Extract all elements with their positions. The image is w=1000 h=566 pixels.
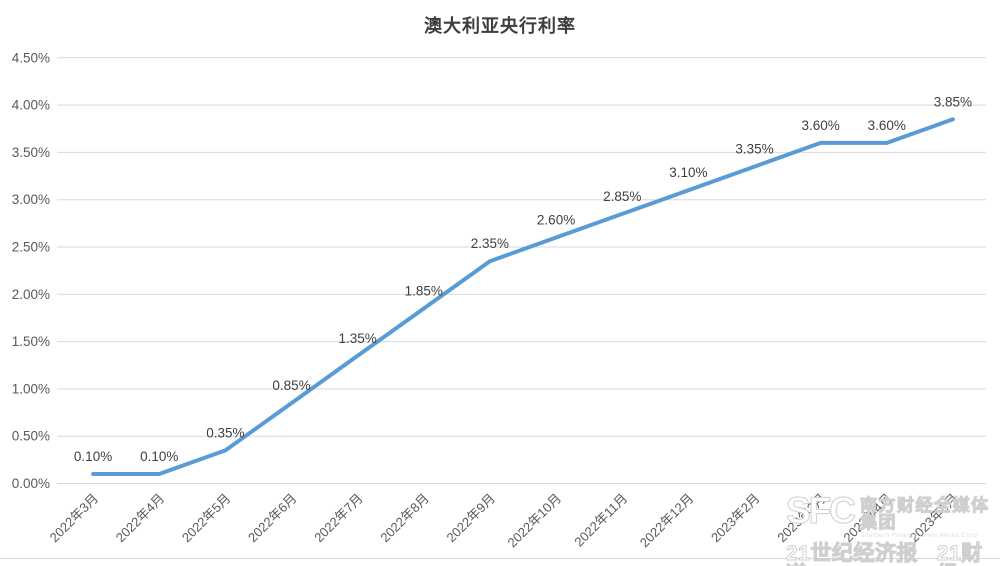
publisher-watermark: SFC 南方财经全媒体集团 Southern Finance Omni-Medi… xyxy=(786,490,996,566)
data-point-label: 3.85% xyxy=(934,94,972,109)
y-axis-tick-label: 3.50% xyxy=(12,145,50,160)
y-axis-tick-label: 4.00% xyxy=(12,98,50,113)
data-point-label: 1.35% xyxy=(339,331,377,346)
x-axis-tick-label: 2022年7月 xyxy=(311,491,366,546)
watermark-brand-herald: 21世纪经济报道 xyxy=(786,541,918,566)
data-point-label: 3.60% xyxy=(868,118,906,133)
y-axis-tick-label: 0.00% xyxy=(12,476,50,491)
chart-bottom-border xyxy=(0,558,1000,559)
y-axis-tick-label: 2.00% xyxy=(12,287,50,302)
x-axis-tick-label: 2022年3月 xyxy=(47,491,102,546)
x-axis-tick-label: 2022年4月 xyxy=(113,491,168,546)
chart-title: 澳大利亚央行利率 xyxy=(424,16,576,36)
y-axis-tick-label: 0.50% xyxy=(12,429,50,444)
watermark-row-1: SFC 南方财经全媒体集团 Southern Finance Omni-Medi… xyxy=(786,490,996,540)
data-point-label: 0.85% xyxy=(272,378,310,393)
x-axis-tick-label: 2022年6月 xyxy=(245,491,300,546)
watermark-org-cn: 南方财经全媒体集团 xyxy=(860,496,990,532)
watermark-row-2: 21世纪经济报道 21财经 xyxy=(786,541,996,566)
x-axis-tick-label: 2022年8月 xyxy=(377,491,432,546)
sfc-logo: SFC xyxy=(786,490,857,531)
y-axis-tick-label: 3.00% xyxy=(12,192,50,207)
x-axis-tick-label: 2022年11月 xyxy=(571,491,630,550)
watermark-org: 南方财经全媒体集团 Southern Finance Omni-Media Co… xyxy=(860,495,996,540)
data-point-label: 2.35% xyxy=(471,236,509,251)
watermark-brand-21caijing: 21财经 xyxy=(936,541,983,566)
x-axis-tick-label: 2022年9月 xyxy=(443,491,498,546)
y-axis-tick-label: 1.00% xyxy=(12,381,50,396)
data-point-label: 3.10% xyxy=(669,165,707,180)
data-point-label: 3.35% xyxy=(735,142,773,157)
data-point-label: 1.85% xyxy=(405,283,443,298)
y-axis-tick-label: 2.50% xyxy=(12,240,50,255)
data-point-label: 2.85% xyxy=(603,189,641,204)
data-point-label: 0.35% xyxy=(206,425,244,440)
data-point-label: 3.60% xyxy=(802,118,840,133)
x-axis-tick-label: 2022年5月 xyxy=(179,491,234,546)
data-point-label: 2.60% xyxy=(537,213,575,228)
data-point-label: 0.10% xyxy=(74,449,112,464)
x-axis-tick-label: 2022年10月 xyxy=(505,491,565,551)
rate-line-series xyxy=(91,117,955,476)
y-axis-tick-label: 1.50% xyxy=(12,334,50,349)
y-axis-tick-label: 4.50% xyxy=(12,50,50,65)
data-point-label: 0.10% xyxy=(140,449,178,464)
watermark-org-en: Southern Finance Omni-Media Corp. xyxy=(860,532,980,539)
x-axis-tick-label: 2022年12月 xyxy=(637,491,697,551)
x-axis-tick-label: 2023年2月 xyxy=(708,491,763,546)
